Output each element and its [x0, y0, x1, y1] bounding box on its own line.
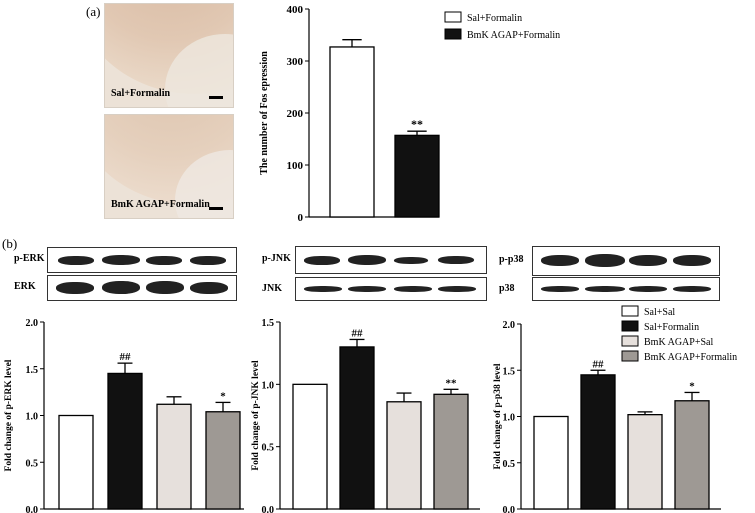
y-tick-label: 0.5 [503, 459, 516, 470]
y-tick-label: 200 [287, 108, 304, 120]
panel-a-label: (a) [86, 4, 101, 19]
p-jnk-bar-chart: 0.0 0.5 1.0 1.5 Fold change of p-JNK level ##… [251, 318, 480, 513]
legend-swatch [621, 350, 639, 362]
significance-label: * [689, 380, 695, 392]
legend-label: Sal+Sal [644, 307, 675, 318]
y-tick-label: 0.5 [262, 443, 275, 454]
bar [433, 393, 469, 510]
legend-label: BmK AGAP+Sal [644, 337, 713, 348]
y-tick-label: 0.5 [26, 458, 39, 469]
micrograph-sal-formalin: Sal+Formalin [104, 3, 234, 108]
y-axis-label: The number of Fos epression [259, 51, 270, 175]
legend-swatch [621, 335, 639, 347]
legend-swatch [621, 320, 639, 332]
significance-label: ## [120, 351, 132, 363]
y-axis-label: Fold change of p-JNK level [251, 360, 261, 471]
legend-label: Sal+Formalin [644, 322, 699, 333]
y-tick-label: 1.0 [262, 380, 275, 391]
legend-swatch [621, 305, 639, 317]
bar [533, 415, 569, 510]
y-tick-label: 300 [287, 56, 304, 68]
significance-label: ## [593, 358, 605, 370]
y-tick-label: 1.5 [26, 365, 39, 376]
bar [156, 403, 192, 510]
fos-bar-chart: 0 100 200 300 400 The number of Fos epression… [259, 4, 560, 224]
blot-label: p-JNK [260, 253, 293, 264]
y-tick-label: 400 [287, 4, 304, 16]
p-p38-bar-chart: 0.0 0.5 1.0 1.5 2.0 Fold change of p-p38 leve… [493, 305, 737, 513]
scale-bar [209, 207, 223, 210]
micrograph-caption: Sal+Formalin [111, 88, 171, 99]
micrograph-caption: BmK AGAP+Formalin [111, 199, 210, 210]
bar [674, 400, 710, 510]
bar [329, 46, 375, 218]
y-tick-label: 1.5 [503, 366, 516, 377]
legend-label: Sal+Formalin [467, 13, 522, 24]
scale-bar [209, 96, 223, 99]
significance-label: ## [352, 327, 364, 339]
y-tick-label: 0 [298, 212, 304, 224]
y-tick-label: 0.0 [262, 505, 275, 513]
y-axis-label: Fold change of p-ERK level [4, 359, 14, 471]
bar [292, 383, 328, 510]
blot-jnk [295, 277, 487, 301]
bar [627, 414, 663, 510]
bar [386, 401, 422, 510]
legend-swatch [444, 11, 462, 23]
y-tick-label: 1.0 [503, 413, 516, 424]
blot-p-jnk [295, 246, 487, 274]
significance-label: * [220, 390, 226, 402]
y-tick-label: 1.0 [26, 412, 39, 423]
significance-label: ** [411, 117, 423, 131]
bar [107, 372, 143, 510]
bar [58, 414, 94, 510]
blot-label: p-ERK [12, 253, 47, 264]
y-tick-label: 2.0 [503, 320, 516, 331]
blot-label: JNK [260, 283, 284, 294]
blot-erk [47, 275, 237, 301]
blot-p-p38 [532, 246, 720, 276]
legend-label: BmK AGAP+Formalin [467, 30, 560, 41]
micrograph-agap-formalin: BmK AGAP+Formalin [104, 114, 234, 219]
bar [205, 411, 241, 510]
y-tick-label: 0.0 [503, 505, 516, 513]
blot-label: p-p38 [497, 254, 526, 265]
legend-label: BmK AGAP+Formalin [644, 352, 737, 363]
y-axis-label: Fold change of p-p38 level [493, 363, 503, 469]
bar [394, 134, 440, 218]
panel-b-label: (b) [2, 236, 18, 251]
p-erk-bar-chart: 0.0 0.5 1.0 1.5 2.0 Fold change of p-ERK leve… [4, 318, 244, 513]
y-tick-label: 1.5 [262, 318, 275, 329]
significance-label: ** [446, 377, 458, 389]
y-tick-label: 100 [287, 160, 304, 172]
blot-label: ERK [12, 281, 38, 292]
y-tick-label: 2.0 [26, 318, 39, 329]
blot-p-erk [47, 247, 237, 273]
legend-swatch [444, 28, 462, 40]
blot-p38 [532, 277, 720, 301]
y-tick-label: 0.0 [26, 505, 39, 513]
bar [339, 346, 375, 510]
blot-label: p38 [497, 283, 517, 294]
bar [580, 374, 616, 510]
